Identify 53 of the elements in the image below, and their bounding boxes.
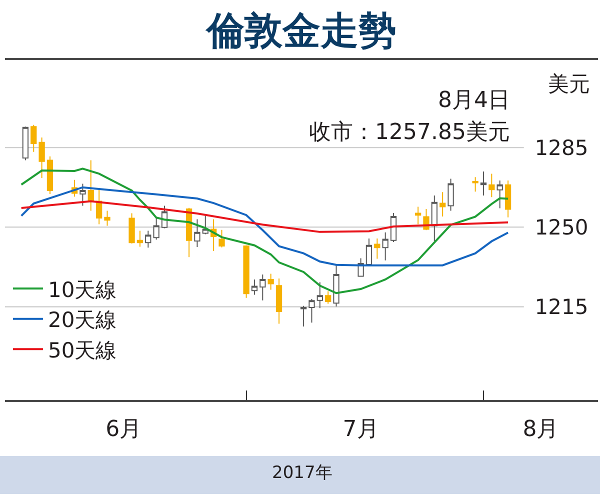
annotation: 8月4日: [438, 88, 510, 113]
x-tick-label: 6月: [106, 417, 142, 442]
candlestick: [145, 230, 152, 248]
candlestick: [488, 173, 495, 198]
chart-title: 倫敦金走勢: [204, 8, 396, 52]
candlestick: [448, 178, 454, 212]
x-tick-label: 7月: [342, 417, 379, 442]
legend-label: 10天線: [48, 278, 117, 302]
candlestick: [504, 180, 512, 218]
candlestick: [276, 278, 282, 324]
candlestick: [496, 180, 503, 209]
candlestick: [80, 183, 86, 206]
candlestick: [38, 137, 45, 179]
candlestick: [268, 273, 274, 290]
candlestick: [30, 124, 37, 152]
candlestick: [218, 229, 225, 248]
candlestick: [431, 195, 438, 242]
legend-label: 20天線: [48, 308, 117, 332]
line-series: [20, 186, 510, 266]
candlestick: [472, 176, 478, 192]
legend-label: 50天線: [48, 338, 117, 362]
candlestick: [333, 264, 340, 308]
candlestick: [325, 290, 332, 304]
x-tick-label: 8月: [522, 417, 559, 442]
line-series: [20, 200, 510, 233]
candlestick: [300, 305, 307, 328]
candlestick: [136, 230, 144, 248]
candlestick: [128, 212, 135, 244]
candlestick: [440, 192, 446, 217]
candlestick: [390, 212, 397, 242]
candlestick: [316, 282, 323, 309]
candlestick: [88, 160, 94, 212]
candlestick: [382, 232, 388, 261]
y-axis-title: 美元: [548, 72, 590, 96]
candlestick: [202, 215, 208, 235]
candlestick: [243, 244, 250, 298]
candlestick: [251, 278, 258, 296]
candlestick: [414, 206, 422, 225]
candlestick: [104, 210, 110, 226]
candlestick: [153, 216, 160, 240]
candlestick: [194, 218, 200, 248]
candlestick: [308, 298, 315, 324]
y-tick-label: 1250: [534, 216, 588, 240]
annotation: 收市：1257.85美元: [309, 120, 510, 145]
candlestick: [374, 238, 380, 260]
y-tick-label: 1285: [534, 136, 588, 160]
x-axis-title: 2017年: [272, 463, 332, 483]
candlestick: [22, 126, 29, 161]
candlestick: [46, 156, 54, 194]
candlestick: [480, 170, 487, 196]
y-tick-label: 1215: [534, 295, 588, 320]
candlestick: [96, 189, 102, 225]
candlestick: [260, 274, 266, 301]
